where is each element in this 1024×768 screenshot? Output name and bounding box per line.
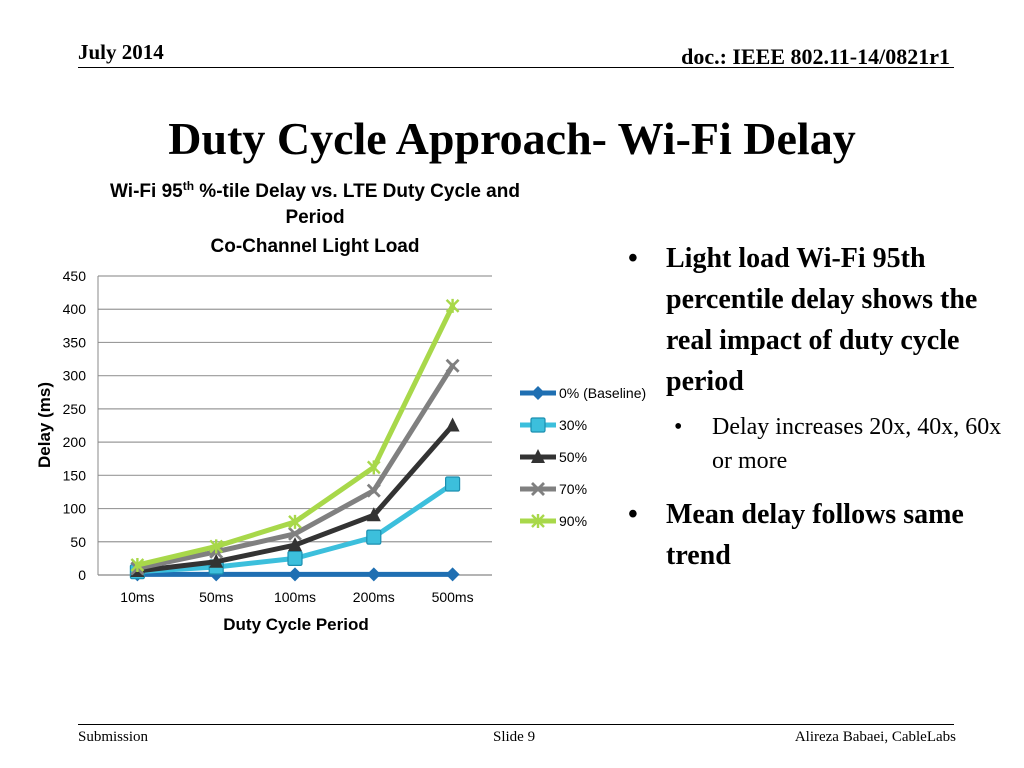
data-point <box>288 514 302 529</box>
bullet-mean-delay: • Mean delay follows same trend <box>628 494 1018 576</box>
data-point <box>288 537 302 552</box>
sub-bullet-delay-text: Delay increases 20x, 40x, 60x or more <box>712 414 1002 474</box>
x-tick-label: 200ms <box>353 589 395 605</box>
x-tick-label: 10ms <box>120 589 154 605</box>
footer-submission: Submission <box>78 729 149 745</box>
x-axis-ticks: 10ms 50ms 100ms 200ms 500ms <box>120 589 473 605</box>
legend-item: 50% <box>520 449 587 465</box>
footer-divider <box>78 724 954 725</box>
y-axis-label: Delay (ms) <box>35 382 54 468</box>
chart-legend: 0% (Baseline) 30% 50% 70% 90% <box>520 385 646 529</box>
data-point <box>366 507 381 522</box>
y-tick-label: 450 <box>63 268 87 284</box>
chart-subtitle: Co-Channel Light Load <box>211 236 420 257</box>
x-tick-label: 100ms <box>274 589 316 605</box>
data-point <box>366 529 382 545</box>
legend-item: 0% (Baseline) <box>520 385 646 401</box>
legend-label: 0% (Baseline) <box>559 385 646 401</box>
legend-marker <box>531 514 545 528</box>
header-doc-id: doc.: IEEE 802.11-14/0821r1 <box>681 44 950 69</box>
bullet-light-load-text: Light load Wi-Fi 95th percentile delay s… <box>666 243 978 397</box>
bullet-light-load: • Light load Wi-Fi 95th percentile delay… <box>628 238 1018 402</box>
x-tick-label: 50ms <box>199 589 233 605</box>
bullet-list: • Light load Wi-Fi 95th percentile delay… <box>628 238 1018 576</box>
legend-marker <box>530 417 546 433</box>
bullet-mean-delay-text: Mean delay follows same trend <box>666 499 964 571</box>
chart-series <box>129 298 461 582</box>
data-point <box>445 298 460 313</box>
delay-chart: Wi-Fi 95th %-tile Delay vs. LTE Duty Cyc… <box>35 179 646 634</box>
chart-title: Wi-Fi 95th %-tile Delay vs. LTE Duty Cyc… <box>110 179 520 202</box>
data-point <box>287 550 303 566</box>
data-point <box>288 526 302 541</box>
data-point <box>288 567 302 582</box>
data-point <box>445 476 461 492</box>
y-tick-label: 0 <box>78 567 86 583</box>
data-point <box>366 460 381 475</box>
data-point <box>209 553 224 568</box>
y-tick-label: 150 <box>63 467 87 483</box>
y-tick-label: 300 <box>63 368 87 384</box>
chart-grid <box>97 275 492 576</box>
legend-marker <box>531 386 545 400</box>
x-axis-label: Duty Cycle Period <box>223 615 369 634</box>
y-tick-label: 350 <box>63 334 87 350</box>
series-4 <box>130 298 460 573</box>
chart-title-sup: th <box>183 179 194 193</box>
y-tick-label: 100 <box>63 501 87 517</box>
data-point <box>366 483 381 498</box>
legend-label: 50% <box>559 449 587 465</box>
chart-title-suffix: %-tile Delay vs. LTE Duty Cycle and <box>194 181 520 202</box>
data-point <box>445 567 460 582</box>
sub-bullet-delay: • Delay increases 20x, 40x, 60x or more <box>628 410 1018 478</box>
legend-label: 90% <box>559 513 587 529</box>
y-tick-label: 50 <box>70 534 86 550</box>
footer-author: Alireza Babaei, CableLabs <box>794 729 956 745</box>
bullet-marker: • <box>628 499 638 530</box>
legend-label: 70% <box>559 481 587 497</box>
header-divider <box>78 67 954 68</box>
footer-slide-number: Slide 9 <box>493 729 536 745</box>
data-point <box>209 539 224 554</box>
y-tick-label: 200 <box>63 434 87 450</box>
legend-marker <box>531 449 545 463</box>
legend-marker <box>531 482 545 496</box>
data-point <box>445 358 460 373</box>
y-axis-ticks: 0 50 100 150 200 250 300 350 400 450 <box>63 268 87 583</box>
legend-item: 30% <box>520 417 587 433</box>
data-point <box>445 417 460 432</box>
x-tick-label: 500ms <box>432 589 474 605</box>
bullet-marker: • <box>628 243 638 274</box>
sub-bullet-marker: • <box>674 414 683 440</box>
y-tick-label: 400 <box>63 301 87 317</box>
data-point <box>366 567 381 582</box>
chart-title-line2: Period <box>285 207 344 228</box>
data-point <box>130 558 145 573</box>
header-date: July 2014 <box>78 40 164 64</box>
legend-item: 90% <box>520 513 587 529</box>
legend-label: 30% <box>559 417 587 433</box>
legend-item: 70% <box>520 481 587 497</box>
slide-title: Duty Cycle Approach- Wi-Fi Delay <box>168 113 856 164</box>
y-tick-label: 250 <box>63 401 87 417</box>
